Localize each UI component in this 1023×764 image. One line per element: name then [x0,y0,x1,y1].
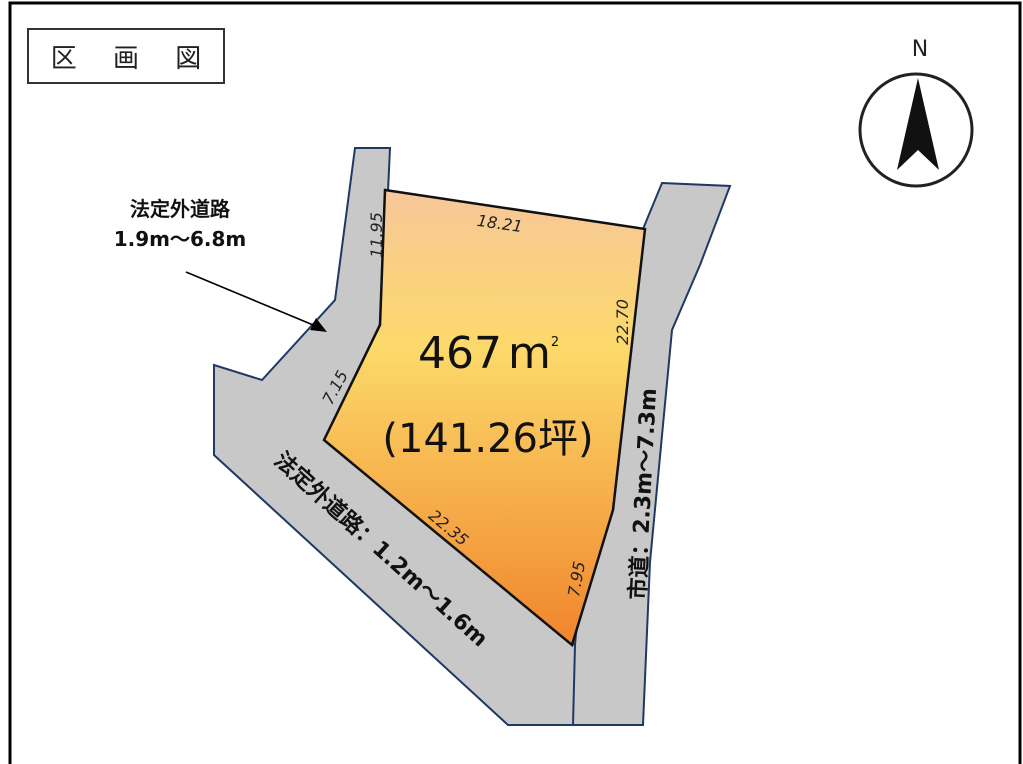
page-title: 区 画 図 [27,28,225,84]
dim-right: 22.70 [613,299,632,345]
offroad-top-label-line2: 1.9m～6.8m [114,227,247,251]
compass-icon: N [858,37,974,188]
offroad-top-label-line1: 法定外道路 [130,197,231,221]
dim-left-upper: 11.95 [367,212,386,258]
compass-north-label: N [912,37,928,62]
parcel [322,188,647,648]
outer-border [8,1,1022,764]
area-value: 467 m2 [418,328,559,379]
area-tsubo: (141.26坪) [382,416,593,462]
road-label-arrow [185,271,327,332]
